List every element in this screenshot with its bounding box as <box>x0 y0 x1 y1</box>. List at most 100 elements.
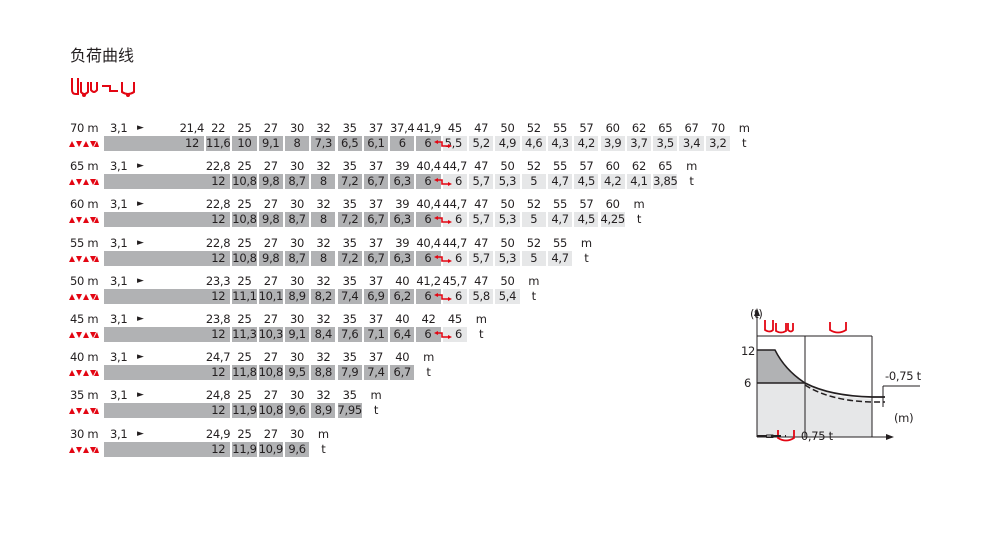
load-cell: 8,2 <box>311 288 336 304</box>
distance-value: 30 <box>290 426 305 441</box>
load-cell: 8,8 <box>311 365 336 381</box>
distance-value: 70 <box>710 121 725 135</box>
boom-length-label: 60 m <box>70 197 99 212</box>
distance-value: 25 <box>237 159 252 174</box>
distance-value: 40 <box>395 350 410 365</box>
load-cell: 11,9 <box>232 403 257 419</box>
load-cell: 6,9 <box>363 288 389 304</box>
load-cell: 4,9 <box>495 136 520 151</box>
distance-value: 39 <box>395 159 410 174</box>
load-cell: 9,8 <box>258 174 283 190</box>
boom-length-label: 30 m <box>70 426 99 441</box>
load-cell: 6,2 <box>390 288 415 304</box>
distance-unit: m <box>317 426 329 441</box>
load-cell: 4,3 <box>547 136 573 151</box>
load-cell: 6,4 <box>390 327 415 342</box>
load-cell: 4,25 <box>600 212 625 228</box>
load-cell: 5,2 <box>469 136 494 151</box>
distance-value: 37,4 <box>390 121 415 135</box>
load-cell: 6,7 <box>363 212 389 228</box>
distance-value: 35 <box>342 235 357 250</box>
load-cell: 6 <box>416 250 441 266</box>
arrow-icon: ► <box>137 237 144 248</box>
load-cell: 11,8 <box>232 365 257 381</box>
distance-value: 27 <box>263 121 278 135</box>
distance-unit: m <box>475 312 487 326</box>
load-cell: 3,2 <box>705 136 730 151</box>
distance-value: 37 <box>368 350 383 365</box>
arrow-icon: ► <box>137 390 144 401</box>
distance-value: 32 <box>316 388 331 403</box>
distance-value: 47 <box>474 121 489 135</box>
distance-unit: m <box>633 197 645 212</box>
distance-value: 30 <box>290 197 305 212</box>
load-cell: 10,9 <box>258 441 283 457</box>
load-cell: 9,8 <box>258 212 283 228</box>
load-cell: 7,95 <box>337 403 362 419</box>
load-cell: 5,8 <box>469 288 494 304</box>
distance-unit: m <box>738 121 750 135</box>
transition-arrow-icon <box>433 292 452 301</box>
y-tick-6: 6 <box>744 376 752 390</box>
distance-value: 25 <box>237 235 252 250</box>
load-cell: 7,9 <box>337 365 362 381</box>
load-cell: 5,3 <box>495 174 520 190</box>
distance-value: 40,4 <box>416 197 441 212</box>
load-cell: 5 <box>521 212 546 228</box>
distance-value: 32 <box>316 273 331 288</box>
distance-value: 35 <box>342 121 357 135</box>
distance-value: 45,7 <box>442 273 468 288</box>
load-cell: 3,7 <box>626 136 652 151</box>
distance-value: 39 <box>395 197 410 212</box>
load-cell: 4,7 <box>547 212 573 228</box>
distance-value: 32 <box>316 235 331 250</box>
reduced-area <box>757 383 872 437</box>
counterweight-triangles-icon <box>69 255 99 262</box>
legend-label: -0,75 t <box>797 429 833 443</box>
load-cell: 9,5 <box>284 365 310 381</box>
load-cell: 12 <box>104 365 231 381</box>
load-unit: t <box>584 250 589 265</box>
distance-value: 50 <box>500 197 515 212</box>
distance-value: 44,7 <box>442 159 468 174</box>
load-cell: 5,4 <box>495 288 520 304</box>
distance-value: 27 <box>263 159 278 174</box>
distance-value: 27 <box>263 312 278 326</box>
load-cell: 8,7 <box>284 174 310 190</box>
distance-value: 22 <box>211 121 226 135</box>
load-cell: 6,7 <box>363 174 389 190</box>
distance-value: 27 <box>263 235 278 250</box>
distance-value: 24,9 <box>205 426 231 441</box>
load-cell: 9,8 <box>258 250 283 266</box>
distance-value: 60 <box>605 159 620 174</box>
distance-value: 57 <box>579 159 594 174</box>
load-cell: 11,1 <box>232 288 257 304</box>
distance-value: 50 <box>500 121 515 135</box>
distance-value: 50 <box>500 159 515 174</box>
load-cell: 6 <box>416 174 441 190</box>
distance-value: 60 <box>605 121 620 135</box>
load-cell: 7,2 <box>337 174 362 190</box>
boom-length-label: 70 m <box>70 121 99 135</box>
load-cell: 6 <box>390 136 415 151</box>
distance-value: 41,9 <box>416 121 441 135</box>
load-cell: 12 <box>104 212 231 228</box>
min-radius: 3,1 <box>110 235 128 250</box>
page-title: 负荷曲线 <box>70 46 135 65</box>
load-cell: 6 <box>416 327 441 342</box>
load-cell: 9,1 <box>258 136 283 151</box>
load-cell: 5 <box>521 174 546 190</box>
boom-length-label: 55 m <box>70 235 99 250</box>
load-cell: 11,6 <box>206 136 231 151</box>
load-unit: t <box>636 212 642 227</box>
distance-value: 21,4 <box>179 121 205 135</box>
distance-unit: m <box>580 235 592 250</box>
load-cell: 3,9 <box>600 136 625 151</box>
load-unit: t <box>689 174 694 189</box>
load-unit: t <box>742 136 747 150</box>
load-cell: 6,3 <box>390 174 415 190</box>
arrow-icon: ► <box>137 352 144 363</box>
arrow-icon: ► <box>137 428 144 439</box>
distance-value: 30 <box>290 235 305 250</box>
